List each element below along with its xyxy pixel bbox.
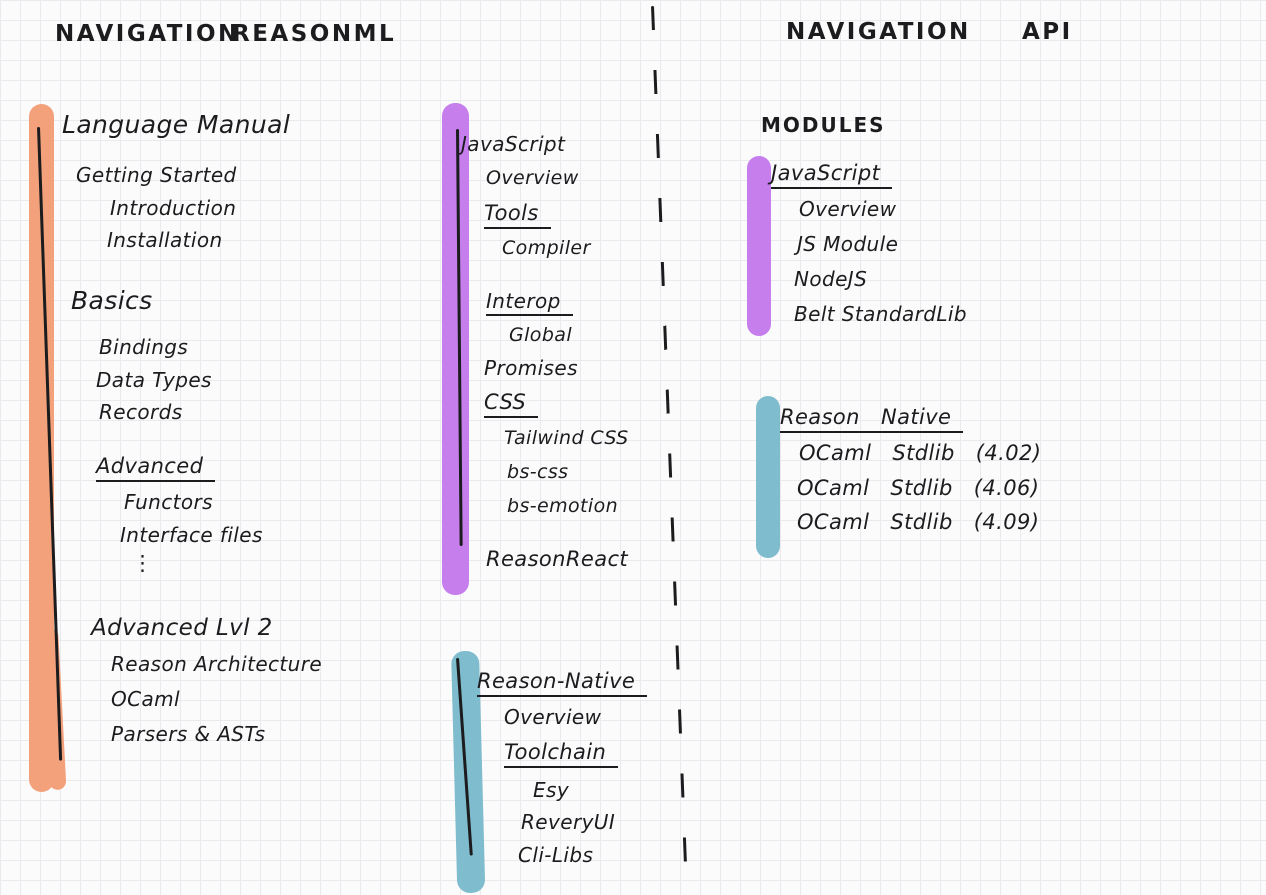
item-ocaml-stdlib-406: OCaml Stdlib (4.06) [797,476,1040,500]
item-introduction: Introduction [110,196,237,220]
item-reason-react: ReasonReact [486,547,629,571]
item-native-overview: Overview [504,705,602,729]
item-promises: Promises [484,356,578,380]
heading-interop: Interop [486,290,573,316]
item-js-overview: Overview [486,167,579,189]
item-nodejs: NodeJS [794,267,868,291]
item-ocaml-stdlib-402: OCaml Stdlib (4.02) [799,441,1042,465]
heading-language-manual: Language Manual [62,110,291,139]
item-compiler: Compiler [502,237,591,259]
heading-tools: Tools [484,201,551,230]
heading-advanced: Advanced [96,454,216,483]
item-ocaml-stdlib-409: OCaml Stdlib (4.09) [797,510,1040,534]
item-global: Global [509,324,573,346]
heading-reason-native-module: Reason Native [780,405,964,434]
purple-marker-bar-middle [442,103,469,595]
right-title-word-1: NAVIGATION [786,19,971,45]
item-records: Records [99,400,183,424]
heading-javascript-module: JavaScript [771,161,893,190]
item-reason-architecture: Reason Architecture [111,652,323,676]
purple-marker-bar-right [747,156,771,336]
heading-css: CSS [484,390,539,419]
item-tailwind-css: Tailwind CSS [504,427,629,449]
heading-advanced-lvl-2: Advanced Lvl 2 [91,615,273,641]
item-bs-css: bs-css [507,461,569,483]
item-revery-ui: ReveryUI [521,810,616,834]
heading-basics: Basics [71,286,153,315]
heading-javascript-docs: JavaScript [461,132,566,156]
item-bindings: Bindings [99,335,189,359]
teal-marker-bar-right [756,396,780,558]
item-interface-files: Interface files [120,523,263,547]
item-ocaml: OCaml [111,687,181,711]
item-js-module: JS Module [797,232,899,256]
item-installation: Installation [107,228,223,252]
item-esy: Esy [533,778,570,802]
item-api-overview: Overview [799,197,897,221]
left-title-word-1: NAVIGATION [55,21,240,47]
item-ellipsis: ⋮ [132,551,154,575]
item-functors: Functors [124,490,213,514]
heading-modules: MODULES [761,113,886,137]
left-title-word-2: REASONML [232,21,397,47]
item-cli-libs: Cli-Libs [518,843,594,867]
heading-reason-native-docs: Reason-Native [477,669,648,698]
item-belt-standard-lib: Belt StandardLib [794,302,967,326]
dashed-divider-line [651,5,688,888]
heading-toolchain: Toolchain [504,740,619,769]
item-bs-emotion: bs-emotion [507,495,619,517]
item-data-types: Data Types [96,368,212,392]
item-parsers-asts: Parsers & ASTs [111,722,266,746]
item-getting-started: Getting Started [76,163,237,187]
right-title-word-2: API [1022,19,1073,45]
